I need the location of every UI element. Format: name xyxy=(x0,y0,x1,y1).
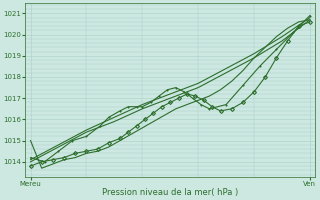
X-axis label: Pression niveau de la mer( hPa ): Pression niveau de la mer( hPa ) xyxy=(102,188,238,197)
